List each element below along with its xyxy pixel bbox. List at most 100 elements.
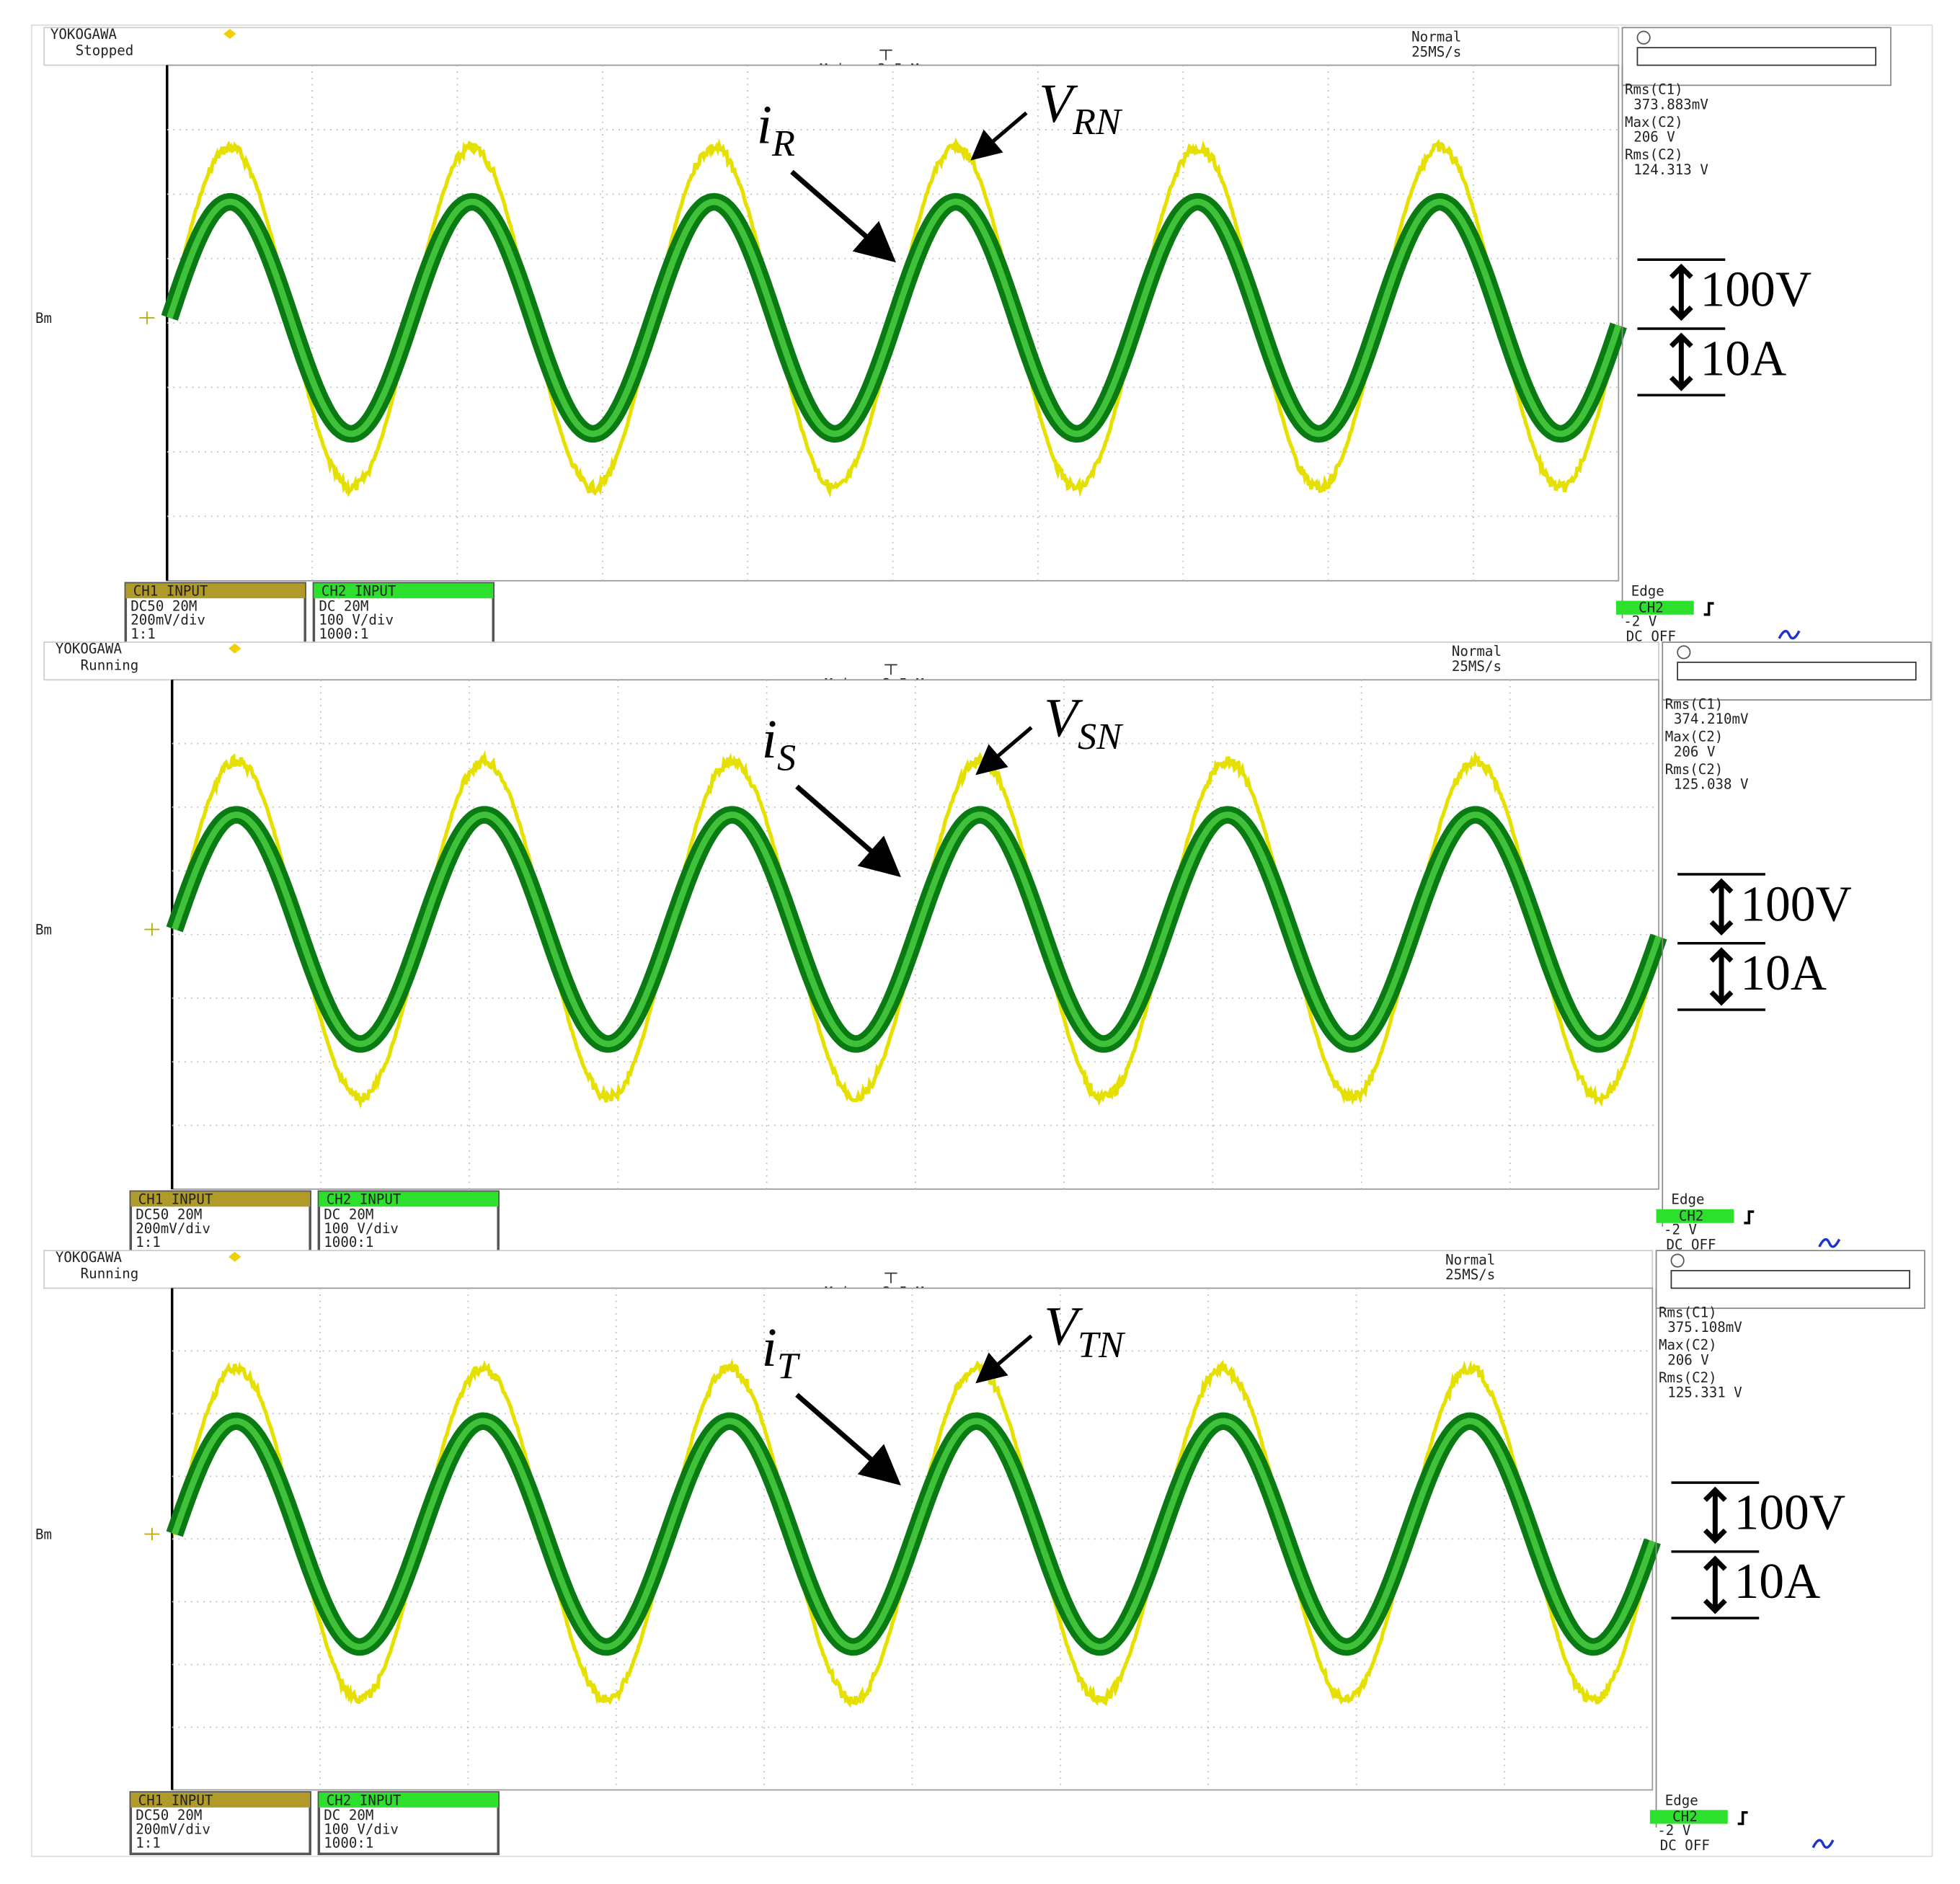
- trigger-source-badge: [1649, 1810, 1728, 1824]
- ch1-setting: 1:1: [136, 1835, 161, 1852]
- trigger-source-badge: [1615, 600, 1694, 615]
- ch2-title-bar: [319, 1792, 499, 1808]
- scale-label: 100V: [1734, 1485, 1845, 1540]
- voltage-label-base: V: [1044, 688, 1083, 749]
- level-marker: Bm: [35, 1526, 52, 1542]
- voltage-label-sub: TN: [1078, 1324, 1126, 1366]
- status: Running: [81, 1265, 139, 1281]
- status: Stopped: [76, 43, 134, 59]
- scale-arrow: [1709, 947, 1734, 1006]
- measure-label: Rms(C2): [1659, 1369, 1717, 1386]
- level-marker: Bm: [35, 921, 52, 938]
- current-arrow: [795, 1392, 901, 1486]
- ch1-setting: DC50 20M: [136, 1807, 202, 1823]
- measure-value: 206 V: [1667, 1351, 1709, 1368]
- current-label: iT: [762, 1317, 801, 1387]
- measure-label: Max(C2): [1625, 114, 1683, 130]
- trigger-position: [884, 1272, 897, 1284]
- side-icon: [1670, 1253, 1685, 1268]
- current-label-base: i: [762, 708, 777, 770]
- filter-icon: [1812, 1839, 1835, 1849]
- scale-label: 10A: [1734, 1554, 1820, 1609]
- voltage-label-base: V: [1044, 1296, 1083, 1357]
- side-icon: [1636, 30, 1651, 45]
- filter-icon: [1778, 629, 1801, 640]
- side-field: [1670, 1270, 1910, 1289]
- measure-value: 206 V: [1674, 743, 1716, 760]
- voltage-label-base: V: [1039, 73, 1078, 134]
- ch2-setting: DC 20M: [324, 1807, 373, 1823]
- scale-arrow: [1703, 1555, 1727, 1614]
- current-label-sub: T: [777, 1346, 801, 1387]
- side-field: [1677, 662, 1917, 681]
- current-arrow: [795, 784, 901, 877]
- side-field: [1636, 47, 1876, 66]
- voltage-label: VRN: [1039, 73, 1123, 143]
- ch1-setting: 1:1: [136, 1234, 161, 1250]
- ch1-setting: 200mV/div: [136, 1821, 210, 1837]
- ch2-setting: 100 V/div: [324, 1220, 399, 1237]
- current-label: iS: [762, 708, 796, 778]
- ch2-title: CH2 INPUT: [327, 1191, 402, 1208]
- measure-label: Rms(C1): [1665, 696, 1724, 712]
- ch2-setting: 100 V/div: [324, 1821, 399, 1837]
- sample-rate: 25MS/s: [1445, 1266, 1495, 1283]
- status: Running: [81, 657, 139, 673]
- measure-label: Max(C2): [1659, 1337, 1717, 1354]
- voltage-arrow: [975, 1334, 1033, 1384]
- trigger-position: [884, 664, 897, 675]
- measure-value: 125.331 V: [1667, 1385, 1742, 1401]
- trigger-source: CH2: [1672, 1808, 1698, 1825]
- page-frame: [30, 24, 1933, 1857]
- voltage-label: VSN: [1044, 688, 1124, 757]
- scale-arrow: [1669, 263, 1693, 321]
- ground-marker: [144, 1527, 160, 1541]
- ground-marker: [139, 311, 155, 324]
- measure-value: 206 V: [1633, 129, 1675, 146]
- voltage-arrow: [970, 111, 1028, 161]
- trigger-filter: DC OFF: [1666, 1236, 1716, 1253]
- measure-label: Rms(C1): [1659, 1304, 1717, 1320]
- current-trace-core: [172, 1418, 1656, 1650]
- ch2-setting: 100 V/div: [319, 612, 394, 628]
- trigger-source: CH2: [1638, 599, 1664, 616]
- filter-icon: [1818, 1238, 1841, 1248]
- brand: YOKOGAWA: [50, 26, 117, 43]
- mode: Normal: [1452, 643, 1502, 659]
- scale-arrow: [1709, 878, 1734, 936]
- header-bar: [43, 27, 1620, 66]
- sample-rate: 25MS/s: [1411, 43, 1461, 60]
- sample-rate: 25MS/s: [1452, 658, 1502, 675]
- measure-label: Rms(C2): [1665, 761, 1724, 778]
- trigger-source-badge: [1656, 1209, 1734, 1223]
- level-marker: Bm: [35, 310, 52, 326]
- ch2-title-bar: [314, 583, 494, 599]
- brand: YOKOGAWA: [56, 1249, 123, 1266]
- scale-arrow: [1669, 332, 1693, 391]
- trigger-level: -2 V: [1657, 1822, 1690, 1839]
- measure-value: 373.883mV: [1633, 96, 1708, 112]
- mode: Normal: [1411, 28, 1461, 45]
- current-label-base: i: [762, 1317, 777, 1378]
- trigger-position: [879, 49, 892, 61]
- current-label-base: i: [757, 94, 772, 155]
- ch1-setting: DC50 20M: [136, 1207, 202, 1223]
- current-label-sub: S: [777, 737, 796, 779]
- current-trace-core: [172, 812, 1662, 1047]
- voltage-arrow: [975, 726, 1033, 776]
- ch2-title: CH2 INPUT: [327, 1792, 402, 1808]
- mode: Normal: [1445, 1251, 1495, 1268]
- ch1-setting: DC50 20M: [130, 598, 197, 615]
- measure-label: Max(C2): [1665, 729, 1724, 745]
- scale-label: 10A: [1740, 946, 1827, 1001]
- ground-marker: [144, 923, 160, 936]
- measure-label: Rms(C1): [1625, 81, 1683, 98]
- voltage-label: VTN: [1044, 1296, 1126, 1366]
- trigger-label: Edge: [1665, 1792, 1698, 1808]
- ch1-title: CH1 INPUT: [138, 1792, 213, 1808]
- measure-value: 124.313 V: [1633, 161, 1708, 178]
- ch2-setting: DC 20M: [324, 1207, 373, 1223]
- measure-value: 375.108mV: [1667, 1319, 1742, 1336]
